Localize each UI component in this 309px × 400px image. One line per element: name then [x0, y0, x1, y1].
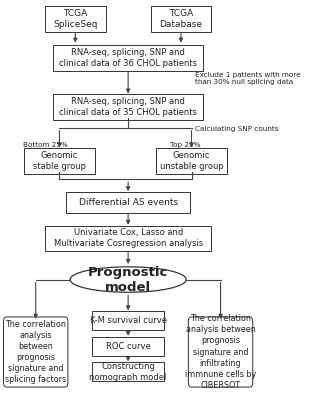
Text: Prognostic
model: Prognostic model	[88, 266, 168, 294]
Text: Top 25%: Top 25%	[170, 142, 201, 148]
Text: The correlation
analysis between
prognosis
signature and
infiltrating
immnune ce: The correlation analysis between prognos…	[185, 314, 256, 390]
Text: Constructing
nomograph model: Constructing nomograph model	[89, 362, 167, 382]
FancyBboxPatch shape	[66, 192, 190, 212]
Text: Genomic
unstable group: Genomic unstable group	[160, 151, 223, 171]
Text: ROC curve: ROC curve	[106, 342, 150, 351]
Text: Bottom 25%: Bottom 25%	[23, 142, 67, 148]
FancyBboxPatch shape	[45, 226, 211, 251]
Text: TCGA
Database: TCGA Database	[159, 9, 202, 29]
Text: Calculating SNP counts: Calculating SNP counts	[196, 126, 279, 132]
Text: Genomic
stable group: Genomic stable group	[33, 151, 86, 171]
Text: The correlation
analysis
between
prognosis
signature and
splicing factors: The correlation analysis between prognos…	[5, 320, 66, 384]
Text: K-M survival curve: K-M survival curve	[90, 316, 167, 325]
FancyBboxPatch shape	[156, 148, 227, 174]
Text: RNA-seq, splicing, SNP and
clinical data of 36 CHOL patients: RNA-seq, splicing, SNP and clinical data…	[59, 48, 197, 68]
FancyBboxPatch shape	[53, 94, 203, 120]
Text: RNA-seq, splicing, SNP and
clinical data of 35 CHOL patients: RNA-seq, splicing, SNP and clinical data…	[59, 97, 197, 117]
FancyBboxPatch shape	[24, 148, 95, 174]
FancyBboxPatch shape	[92, 337, 164, 356]
FancyBboxPatch shape	[45, 6, 106, 32]
Text: Differential AS events: Differential AS events	[78, 198, 178, 207]
FancyBboxPatch shape	[92, 311, 164, 330]
FancyBboxPatch shape	[53, 46, 203, 71]
FancyBboxPatch shape	[188, 317, 253, 387]
Text: TCGA
SpliceSeq: TCGA SpliceSeq	[53, 9, 98, 29]
FancyBboxPatch shape	[92, 362, 164, 381]
Text: Exclude 1 patients with more
than 30% null splicing data: Exclude 1 patients with more than 30% nu…	[196, 72, 301, 85]
Ellipse shape	[70, 267, 186, 292]
Text: Univariate Cox, Lasso and
Multivariate Cosregression analysis: Univariate Cox, Lasso and Multivariate C…	[53, 228, 203, 248]
FancyBboxPatch shape	[3, 317, 68, 387]
FancyBboxPatch shape	[150, 6, 211, 32]
